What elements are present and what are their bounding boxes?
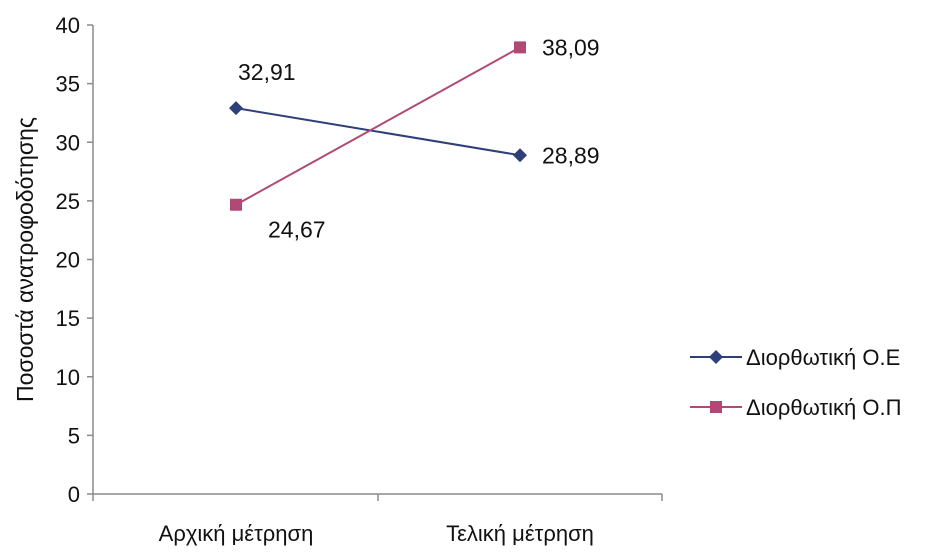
legend-label: Διορθωτική Ο.Π [746, 395, 901, 420]
y-tick-label: 15 [56, 306, 80, 331]
data-label: 24,67 [268, 217, 326, 243]
data-label: 32,91 [238, 59, 296, 85]
data-point-marker [514, 41, 526, 54]
y-tick-label: 5 [68, 423, 80, 448]
axes: 0 5 10 15 20 25 30 35 40 Αρχική μέτρηση Τελική μέτ… [12, 13, 663, 546]
data-label: 28,89 [542, 142, 600, 168]
y-tick-label: 35 [56, 72, 80, 97]
legend-label: Διορθωτική Ο.Ε [746, 345, 900, 370]
data-label: 38,09 [542, 34, 600, 60]
data-point-marker [229, 101, 243, 116]
legend: Διορθωτική Ο.Ε Διορθωτική Ο.Π [690, 345, 901, 420]
series-line-2 [235, 46, 521, 206]
y-tick-label: 25 [56, 189, 80, 214]
x-tick-label: Αρχική μέτρηση [159, 521, 314, 546]
y-axis-title: Ποσοστά ανατροφοδότησης [12, 117, 38, 402]
x-tick-label: Τελική μέτρηση [446, 521, 594, 546]
series-layer [229, 41, 527, 211]
series-line-1 [235, 107, 521, 157]
data-labels: 32,91 28,89 24,67 38,09 [238, 34, 600, 242]
y-tick-label: 0 [68, 482, 80, 507]
data-point-marker [513, 148, 527, 163]
y-tick-label: 20 [56, 248, 80, 273]
y-tick-label: 10 [56, 365, 80, 390]
y-tick-label: 30 [56, 130, 80, 155]
y-tick-label: 40 [56, 13, 80, 38]
legend-square-marker [710, 401, 722, 413]
legend-diamond-marker [709, 350, 723, 364]
data-point-marker [230, 198, 242, 211]
